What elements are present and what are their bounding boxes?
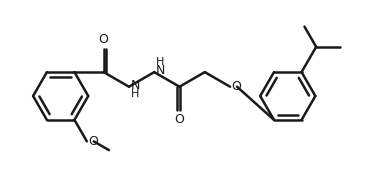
Text: H: H — [156, 57, 164, 67]
Text: O: O — [88, 135, 98, 148]
Text: O: O — [232, 80, 242, 93]
Text: N: N — [156, 64, 165, 77]
Text: H: H — [131, 89, 139, 99]
Text: O: O — [99, 32, 109, 46]
Text: N: N — [131, 79, 140, 92]
Text: O: O — [175, 113, 184, 126]
